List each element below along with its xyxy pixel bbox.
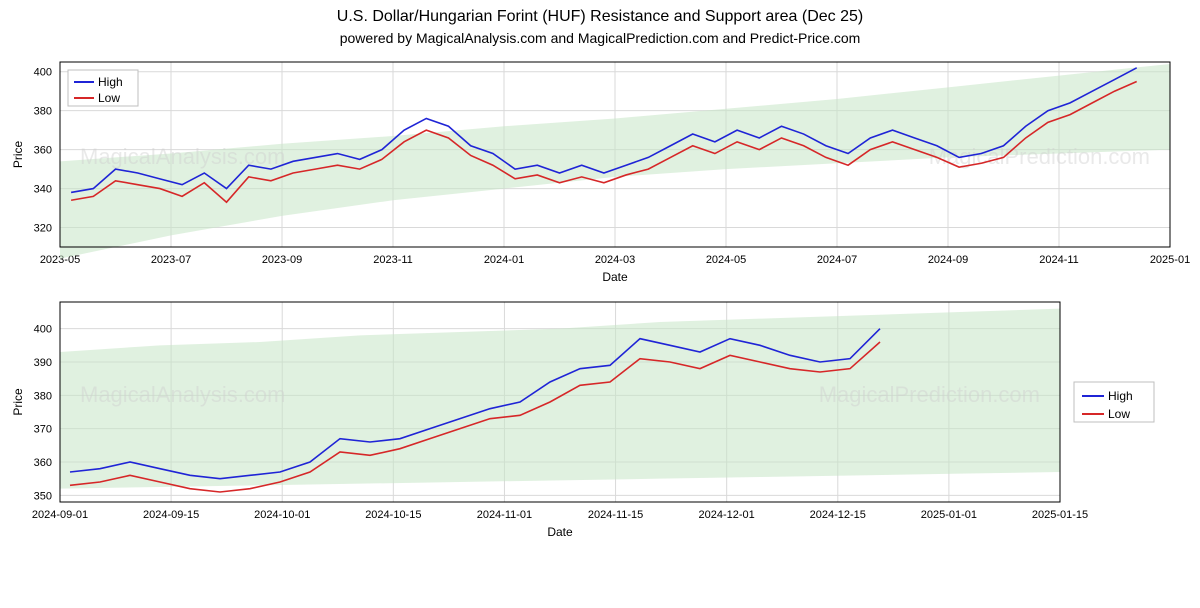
top-chart-wrapper: 3203403603804002023-052023-072023-092023… (0, 52, 1200, 292)
svg-text:2024-10-01: 2024-10-01 (254, 509, 310, 521)
svg-text:2024-11-15: 2024-11-15 (588, 509, 643, 521)
top-chart-svg: 3203403603804002023-052023-072023-092023… (0, 52, 1200, 292)
svg-text:High: High (98, 75, 123, 89)
svg-text:2024-09-15: 2024-09-15 (143, 509, 199, 521)
svg-text:2024-11-01: 2024-11-01 (477, 509, 532, 521)
bottom-chart-svg: 350 360 370 380 390 400 2024-09-01 2024-09-15 20… (0, 292, 1200, 552)
bottom-chart-wrapper: 350 360 370 380 390 400 2024-09-01 2024-09-15 20… (0, 292, 1200, 552)
svg-text:2024-07: 2024-07 (817, 254, 857, 266)
chart-subtitle: powered by MagicalAnalysis.com and Magic… (0, 30, 1200, 46)
svg-text:Date: Date (547, 525, 573, 539)
svg-text:Low: Low (98, 91, 120, 105)
svg-text:High: High (1108, 389, 1133, 403)
svg-text:2024-11: 2024-11 (1039, 254, 1079, 266)
svg-text:2024-03: 2024-03 (595, 254, 635, 266)
svg-text:360: 360 (34, 145, 52, 157)
svg-text:390: 390 (34, 357, 52, 369)
svg-text:320: 320 (34, 223, 52, 235)
svg-text:MagicalPrediction.com: MagicalPrediction.com (819, 382, 1040, 407)
svg-text:360: 360 (34, 457, 52, 469)
svg-text:350: 350 (34, 490, 52, 502)
svg-text:2024-09: 2024-09 (928, 254, 968, 266)
chart-main-title: U.S. Dollar/Hungarian Forint (HUF) Resis… (0, 8, 1200, 26)
svg-text:2023-11: 2023-11 (373, 254, 413, 266)
svg-text:2023-09: 2023-09 (262, 254, 302, 266)
svg-text:Price: Price (11, 388, 25, 416)
svg-text:400: 400 (34, 67, 52, 79)
svg-text:2024-12-15: 2024-12-15 (810, 509, 866, 521)
svg-text:2024-12-01: 2024-12-01 (699, 509, 755, 521)
svg-text:2024-10-15: 2024-10-15 (365, 509, 421, 521)
svg-text:Date: Date (602, 270, 628, 284)
svg-text:340: 340 (34, 184, 52, 196)
svg-text:400: 400 (34, 324, 52, 336)
svg-text:MagicalAnalysis.com: MagicalAnalysis.com (80, 144, 285, 169)
svg-text:2024-05: 2024-05 (706, 254, 746, 266)
svg-text:2025-01: 2025-01 (1150, 254, 1190, 266)
svg-text:2025-01-15: 2025-01-15 (1032, 509, 1088, 521)
svg-text:Low: Low (1108, 407, 1130, 421)
svg-text:2023-07: 2023-07 (151, 254, 191, 266)
svg-text:2024-01: 2024-01 (484, 254, 524, 266)
svg-text:MagicalAnalysis.com: MagicalAnalysis.com (80, 382, 285, 407)
svg-text:380: 380 (34, 390, 52, 402)
svg-text:380: 380 (34, 106, 52, 118)
svg-text:2025-01-01: 2025-01-01 (921, 509, 977, 521)
svg-text:370: 370 (34, 424, 52, 436)
svg-text:2024-09-01: 2024-09-01 (32, 509, 88, 521)
svg-text:Price: Price (11, 141, 25, 169)
